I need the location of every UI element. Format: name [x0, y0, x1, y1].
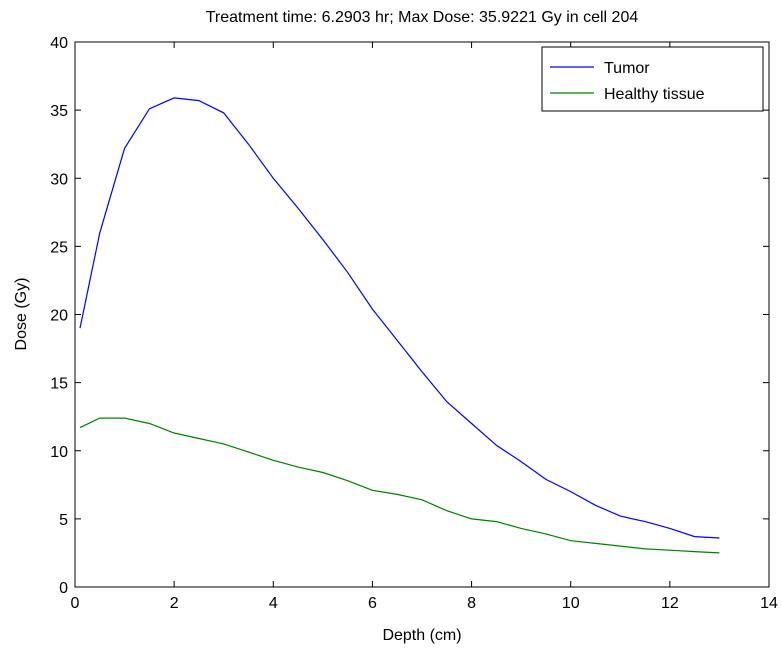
y-tick-label: 0 — [59, 580, 68, 597]
x-axis-label: Depth (cm) — [382, 627, 461, 644]
y-tick-label: 10 — [50, 444, 68, 461]
x-tick-label: 12 — [661, 595, 679, 612]
x-axis: 0 2 4 6 8 10 12 14 — [71, 42, 778, 612]
y-tick-label: 25 — [50, 239, 68, 256]
y-tick-label: 5 — [59, 512, 68, 529]
series-line-0 — [79, 97, 720, 539]
y-tick-label: 15 — [50, 376, 68, 393]
series-line-1 — [79, 417, 720, 554]
y-tick-label: 40 — [50, 35, 68, 52]
plot-frame — [74, 41, 770, 588]
legend: Tumor Healthy tissue — [541, 46, 764, 112]
x-tick-label: 2 — [170, 595, 179, 612]
x-tick-label: 8 — [467, 595, 476, 612]
series-layer — [79, 97, 720, 554]
x-tick-label: 6 — [368, 595, 377, 612]
chart-title: Treatment time: 6.2903 hr; Max Dose: 35.… — [206, 9, 639, 26]
legend-label: Tumor — [604, 60, 650, 77]
x-tick-label: 14 — [760, 595, 778, 612]
plot-area — [75, 42, 769, 587]
y-tick-label: 35 — [50, 103, 68, 120]
y-tick-label: 20 — [50, 308, 68, 325]
legend-label: Healthy tissue — [604, 86, 705, 103]
x-tick-label: 10 — [562, 595, 580, 612]
x-tick-label: 4 — [269, 595, 278, 612]
legend-box — [541, 46, 764, 112]
y-axis-label: Dose (Gy) — [13, 278, 30, 351]
x-tick-label: 0 — [71, 595, 80, 612]
y-tick-label: 30 — [50, 171, 68, 188]
